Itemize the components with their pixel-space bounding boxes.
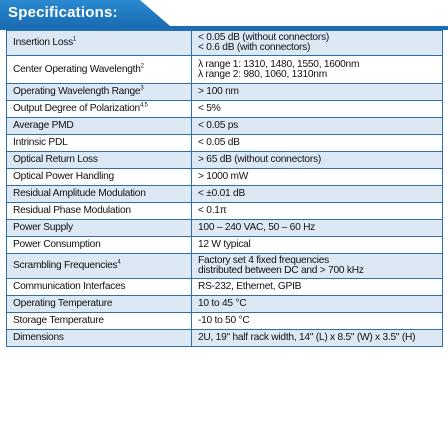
table-row: Optical Power Handling > 1000 mW — [6, 168, 443, 186]
table-row: Residual Phase Modulation < 0.1π — [6, 202, 443, 220]
footnote-marker: 2 — [140, 63, 144, 70]
spec-value-line: Factory set 4 fixed frequencies — [198, 255, 329, 266]
footnote-marker: 1 — [72, 36, 77, 43]
spec-value: 10 to 45 °C — [191, 295, 443, 313]
table-row: Communication Interfaces RS-232, Ethernet… — [6, 278, 443, 296]
table-row: Center Operating Wavelength2 λ range 1: 1… — [6, 55, 443, 84]
spec-parameter: Optical Power Handling — [6, 168, 192, 186]
spec-parameter: Communication Interfaces — [6, 278, 192, 296]
spec-parameter: Storage Temperature — [6, 312, 192, 330]
spec-value: -10 to 50 °C — [191, 312, 443, 330]
spec-parameter-label: Power Supply — [13, 222, 73, 233]
spec-value-line: < 0.6 dB (with connectors) — [198, 42, 311, 53]
spec-value: < 0.05 dB — [191, 134, 443, 152]
spec-parameter-label: Center Operating Wavelength — [13, 63, 141, 75]
spec-parameter: Insertion Loss1 — [6, 30, 192, 56]
spec-parameter-label: Residual Amplitude Modulation — [13, 188, 146, 199]
spec-value-line: λ range 1: 1310, 1480, 1550, 1600nm — [198, 58, 360, 70]
footnote-marker: 3 — [140, 85, 144, 92]
spec-parameter-label: Power Consumption — [13, 239, 101, 250]
spec-value-line: λ range 2: 980, 1060, 1310nm — [198, 68, 327, 80]
spec-parameter-label: Residual Phase Modulation — [13, 205, 131, 216]
spec-parameter-label: Operating Wavelength Range — [13, 86, 141, 97]
spec-parameter: Power Consumption — [6, 236, 192, 254]
spec-value-line: < 0.05 dB — [198, 137, 240, 148]
spec-parameter: Output Degree of Polarization4,5 — [6, 100, 192, 118]
table-row: Intrinsic PDL < 0.05 dB — [6, 134, 443, 152]
spec-value: < 0.05 dB (without connectors) < 0.6 dB (… — [191, 30, 443, 56]
spec-value: 100 – 240 VAC, 50 – 60 Hz — [191, 219, 443, 237]
spec-parameter-label: Dimensions — [13, 332, 64, 343]
spec-value-line: < 0.05 dB (without connectors) — [198, 32, 329, 43]
spec-parameter-label: Storage Temperature — [13, 315, 104, 326]
spec-value-line: distributed between DC and > 700 kHz — [198, 265, 364, 276]
spec-value-line: < 0.1π — [198, 205, 227, 216]
section-title: Specifications: — [8, 4, 118, 21]
table-row: Dimensions 2U, 19" half rack width, 14" (… — [6, 329, 443, 347]
spec-parameter: Residual Amplitude Modulation — [6, 185, 192, 203]
spec-parameter-label: Intrinsic PDL — [13, 137, 68, 148]
spec-value: < 5% — [191, 100, 443, 118]
table-row: Output Degree of Polarization4,5 < 5% — [6, 100, 443, 118]
spec-parameter-label: Insertion Loss — [13, 37, 73, 48]
spec-value-line: < 5% — [198, 103, 221, 114]
specifications-table-body: Insertion Loss1 < 0.05 dB (without connec… — [6, 30, 443, 347]
table-row: Average PMD < 0.05 ps — [6, 117, 443, 135]
spec-value: λ range 1: 1310, 1480, 1550, 1600nm λ ran… — [191, 55, 443, 84]
spec-value-line: 10 to 45 °C — [198, 298, 247, 309]
spec-parameter: Operating Wavelength Range3 — [6, 83, 192, 101]
spec-parameter: Scrambling Frequencies4 — [6, 253, 192, 279]
spec-value: < ±0.01 dB — [191, 185, 443, 203]
spec-parameter: Power Supply — [6, 219, 192, 237]
spec-parameter-label: Communication Interfaces — [13, 281, 126, 292]
spec-value: < 0.1π — [191, 202, 443, 220]
specifications-table: Insertion Loss1 < 0.05 dB (without connec… — [6, 30, 443, 347]
spec-parameter: Center Operating Wavelength2 — [6, 55, 192, 84]
table-row: Optical Return Loss > 65 dB (without conn… — [6, 151, 443, 169]
spec-parameter-label: Optical Return Loss — [13, 154, 98, 165]
spec-value: < 0.05 ps — [191, 117, 443, 135]
table-row: Operating Temperature 10 to 45 °C — [6, 295, 443, 313]
table-row: Power Consumption 12 W typical — [6, 236, 443, 254]
spec-value: > 100 nm — [191, 83, 443, 101]
footnote-marker: 4 — [117, 259, 121, 266]
spec-parameter-label: Optical Power Handling — [13, 171, 114, 182]
header-band — [0, 26, 448, 30]
spec-value-line: RS-232, Ethernet, GPIB — [198, 281, 302, 292]
spec-parameter: Intrinsic PDL — [6, 134, 192, 152]
spec-value-line: 12 W typical — [198, 239, 251, 250]
spec-value-line: > 1000 mW — [198, 171, 249, 182]
spec-value: > 1000 mW — [191, 168, 443, 186]
spec-parameter-label: Average PMD — [13, 120, 74, 131]
section-header: Specifications: — [0, 0, 170, 26]
spec-value: > 65 dB (without connectors) — [191, 151, 443, 169]
table-row: Scrambling Frequencies4 Factory set 4 fix… — [6, 253, 443, 279]
spec-value-line: < ±0.01 dB — [198, 188, 245, 199]
table-row: Storage Temperature -10 to 50 °C — [6, 312, 443, 330]
footnote-marker: 4,5 — [139, 102, 148, 109]
spec-value: Factory set 4 fixed frequencies distribut… — [191, 253, 443, 279]
spec-value-line: > 65 dB (without connectors) — [198, 154, 321, 165]
spec-value: 12 W typical — [191, 236, 443, 254]
spec-value-line: 100 – 240 VAC, 50 – 60 Hz — [198, 222, 316, 233]
spec-parameter-label: Operating Temperature — [13, 298, 113, 309]
spec-value-line: 2U, 19" half rack width, 14" (L) x 8.5" … — [198, 332, 416, 343]
spec-value: 2U, 19" half rack width, 14" (L) x 8.5" … — [191, 329, 443, 347]
spec-parameter: Dimensions — [6, 329, 192, 347]
spec-parameter: Optical Return Loss — [6, 151, 192, 169]
spec-parameter-label: Output Degree of Polarization — [13, 103, 140, 114]
spec-value-line: < 0.05 ps — [198, 120, 238, 131]
table-row: Residual Amplitude Modulation < ±0.01 dB — [6, 185, 443, 203]
table-row: Insertion Loss1 < 0.05 dB (without connec… — [6, 30, 443, 56]
spec-parameter: Residual Phase Modulation — [6, 202, 192, 220]
table-row: Operating Wavelength Range3 > 100 nm — [6, 83, 443, 101]
spec-value: RS-232, Ethernet, GPIB — [191, 278, 443, 296]
spec-parameter-label: Scrambling Frequencies — [13, 260, 118, 271]
spec-value-line: > 100 nm — [198, 86, 239, 97]
spec-parameter: Operating Temperature — [6, 295, 192, 313]
table-row: Power Supply 100 – 240 VAC, 50 – 60 Hz — [6, 219, 443, 237]
spec-value-line: -10 to 50 °C — [198, 315, 250, 326]
spec-parameter: Average PMD — [6, 117, 192, 135]
